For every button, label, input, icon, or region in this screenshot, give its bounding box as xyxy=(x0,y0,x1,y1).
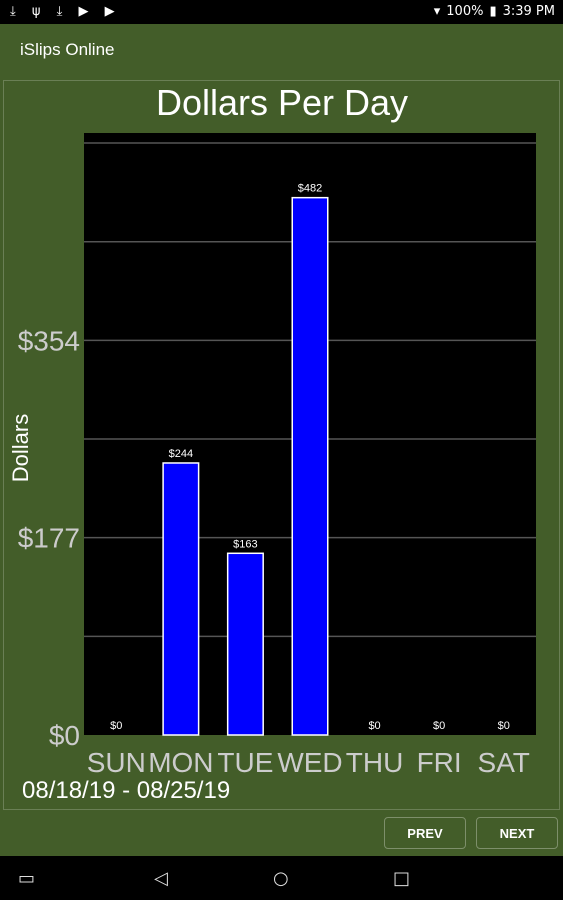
chart-title: Dollars Per Day xyxy=(156,82,408,123)
x-tick-fri: FRI xyxy=(417,747,462,778)
notification-icons: ⤓ ψ ⤓ ▶ ▶ xyxy=(10,4,121,19)
bar-mon xyxy=(162,462,200,736)
clock: 3:39 PM xyxy=(502,4,555,19)
home-icon[interactable]: ○ xyxy=(273,868,289,889)
bar-wed xyxy=(291,196,329,736)
bar-label-thu: $0 xyxy=(368,720,380,732)
app-title: iSlips Online xyxy=(20,40,115,59)
bar-label-mon: $244 xyxy=(169,448,193,460)
app-bar: iSlips Online xyxy=(0,24,563,78)
y-tick-label: $354 xyxy=(18,325,80,356)
bar-label-sun: $0 xyxy=(110,720,122,732)
battery-percent: 100% xyxy=(446,4,484,19)
bar-label-tue: $163 xyxy=(233,538,257,550)
navigation-bar: ▭ ◁ ○ □ xyxy=(0,856,563,900)
recents-icon[interactable]: ▭ xyxy=(18,868,36,889)
bar-label-sat: $0 xyxy=(498,720,510,732)
y-tick-label: $0 xyxy=(49,720,80,751)
battery-icon: ▮ xyxy=(489,4,497,19)
x-tick-sun: SUN xyxy=(87,747,146,778)
status-indicators: ▾ 100% ▮ 3:39 PM xyxy=(434,4,555,19)
bar-label-wed: $482 xyxy=(298,183,322,195)
bars xyxy=(162,196,329,736)
back-icon[interactable]: ◁ xyxy=(154,868,168,889)
x-tick-thu: THU xyxy=(346,747,404,778)
y-axis-label: Dollars xyxy=(8,414,33,482)
x-tick-wed: WED xyxy=(277,747,342,778)
x-tick-tue: TUE xyxy=(217,747,273,778)
y-tick-labels: $0 $177 $354 xyxy=(18,325,80,751)
bar-labels: $0 $244 $163 $482 $0 $0 $0 xyxy=(110,183,510,732)
date-range: 08/18/19 - 08/25/19 xyxy=(22,777,230,804)
prev-button[interactable]: PREV xyxy=(384,817,466,849)
overview-icon[interactable]: □ xyxy=(393,868,411,889)
y-tick-label: $177 xyxy=(18,523,80,554)
bar-label-fri: $0 xyxy=(433,720,445,732)
main-content: Dollars Per Day $0 $244 $163 $482 $0 $0 $0 $0 $… xyxy=(0,78,563,856)
status-bar: ⤓ ψ ⤓ ▶ ▶ ▾ 100% ▮ 3:39 PM xyxy=(0,0,563,24)
x-tick-sat: SAT xyxy=(478,747,530,778)
x-tick-labels: SUN MON TUE WED THU FRI SAT xyxy=(87,747,530,778)
x-tick-mon: MON xyxy=(148,747,213,778)
bar-tue xyxy=(226,552,264,736)
wifi-icon: ▾ xyxy=(433,4,441,19)
chart-panel xyxy=(3,80,560,810)
next-button[interactable]: NEXT xyxy=(476,817,558,849)
dollars-per-day-chart: Dollars Per Day $0$244$163$482$0 $0 $0 $0$… xyxy=(8,82,536,804)
